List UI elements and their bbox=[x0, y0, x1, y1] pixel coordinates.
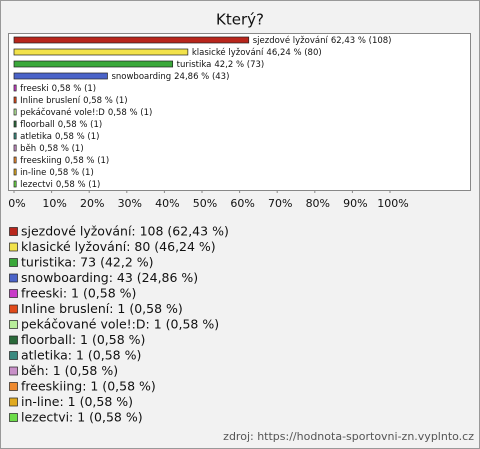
bar-value: 0,58 % (1) bbox=[52, 84, 96, 94]
legend-label: Inline bruslení: 1 (0,58 %) bbox=[21, 301, 183, 316]
chart-title: Který? bbox=[216, 11, 264, 29]
bar-label: freeski 0,58 % (1) bbox=[20, 84, 96, 94]
bar-value: 0,58 % (1) bbox=[49, 168, 93, 178]
bar bbox=[13, 48, 189, 56]
legend-swatch bbox=[9, 258, 18, 267]
bar-value: 42,2 % (73) bbox=[214, 60, 264, 70]
x-tick-label: 100% bbox=[377, 197, 408, 210]
bar-category: atletika bbox=[20, 132, 52, 142]
legend-swatch bbox=[9, 320, 18, 329]
bar-value: 0,58 % (1) bbox=[58, 120, 102, 130]
bar bbox=[13, 84, 17, 92]
plot-area bbox=[8, 33, 471, 191]
bar bbox=[13, 132, 17, 140]
legend-label: klasické lyžování: 80 (46,24 %) bbox=[21, 239, 216, 254]
bar-value: 24,86 % (43) bbox=[174, 72, 229, 82]
bar-value: 0,58 % (1) bbox=[83, 96, 127, 106]
bar-value: 62,43 % (108) bbox=[331, 36, 392, 46]
legend-swatch bbox=[9, 227, 18, 236]
legend-swatch bbox=[9, 366, 18, 376]
bar-category: klasické lyžování bbox=[192, 47, 264, 58]
bar-value: 46,24 % (80) bbox=[266, 48, 321, 58]
bar-label: snowboarding 24,86 % (43) bbox=[111, 72, 229, 82]
bar-category: Inline bruslení bbox=[20, 96, 81, 106]
x-tick-label: 70% bbox=[268, 197, 292, 210]
legend-swatch bbox=[9, 335, 18, 345]
bar bbox=[13, 96, 17, 104]
bar-label: atletika 0,58 % (1) bbox=[20, 132, 99, 142]
bar bbox=[13, 120, 17, 128]
bar-category: in-line bbox=[20, 168, 46, 178]
bar bbox=[13, 156, 17, 164]
legend-label: in-line: 1 (0,58 %) bbox=[21, 394, 133, 409]
legend-label: sjezdové lyžování: 108 (62,43 %) bbox=[21, 224, 229, 239]
bar-label: turistika 42,2 % (73) bbox=[177, 60, 265, 70]
legend-swatch bbox=[9, 351, 18, 360]
bar-value: 0,58 % (1) bbox=[65, 156, 109, 166]
legend-swatch bbox=[9, 289, 18, 298]
bar-label: freeskiing 0,58 % (1) bbox=[20, 156, 109, 166]
legend-swatch bbox=[9, 413, 18, 422]
legend-label: freeskiing: 1 (0,58 %) bbox=[21, 379, 156, 394]
bar-label: lezectvi 0,58 % (1) bbox=[20, 180, 100, 190]
bar-label: sjezdové lyžování 62,43 % (108) bbox=[253, 35, 392, 46]
legend-label: freeski: 1 (0,58 %) bbox=[21, 286, 136, 301]
bar-category: lezectvi bbox=[20, 180, 53, 190]
x-tick-label: 30% bbox=[118, 197, 142, 210]
bar-value: 0,58 % (1) bbox=[108, 108, 152, 118]
bar-label: pekáčované vole!:D 0,58 % (1) bbox=[20, 107, 152, 118]
x-tick-label: 20% bbox=[80, 197, 104, 210]
legend-label: běh: 1 (0,58 %) bbox=[21, 363, 118, 378]
bar-label: klasické lyžování 46,24 % (80) bbox=[192, 47, 322, 58]
bar-label: Inline bruslení 0,58 % (1) bbox=[20, 96, 127, 106]
bar-label: in-line 0,58 % (1) bbox=[20, 168, 94, 178]
bar bbox=[13, 60, 174, 68]
bar bbox=[13, 72, 108, 80]
bar-category: freeski bbox=[20, 84, 48, 94]
bar-category: sjezdové lyžování bbox=[253, 35, 329, 46]
bar bbox=[13, 108, 17, 116]
x-tick-label: 90% bbox=[343, 197, 367, 210]
legend-label: pekáčované vole!:D: 1 (0,58 %) bbox=[21, 317, 219, 332]
bar-value: 0,58 % (1) bbox=[55, 132, 99, 142]
bar-label: floorball 0,58 % (1) bbox=[20, 120, 102, 130]
x-tick-label: 10% bbox=[42, 197, 66, 210]
legend-swatch bbox=[9, 242, 18, 252]
bar-category: snowboarding bbox=[111, 72, 171, 82]
legend-label: snowboarding: 43 (24,86 %) bbox=[21, 270, 198, 285]
bar-value: 0,58 % (1) bbox=[56, 180, 100, 190]
x-tick-label: 40% bbox=[155, 197, 179, 210]
legend-label: atletika: 1 (0,58 %) bbox=[21, 348, 141, 363]
x-tick-label: 50% bbox=[193, 197, 217, 210]
x-tick-label: 60% bbox=[230, 197, 254, 210]
bar-category: pekáčované vole!:D bbox=[20, 107, 105, 118]
bar bbox=[13, 180, 17, 188]
bar-category: běh bbox=[20, 144, 36, 154]
bar bbox=[13, 168, 17, 176]
legend-label: lezectvi: 1 (0,58 %) bbox=[21, 410, 143, 425]
bar-category: freeskiing bbox=[20, 156, 62, 166]
x-tick-label: 0% bbox=[8, 197, 25, 210]
legend-swatch bbox=[9, 382, 18, 391]
legend-swatch bbox=[9, 397, 18, 407]
legend-swatch bbox=[9, 304, 18, 314]
bar-category: turistika bbox=[177, 60, 212, 70]
source: zdroj: https://hodnota-sportovni-zn.vypl… bbox=[223, 430, 474, 443]
x-tick-label: 80% bbox=[306, 197, 330, 210]
bar-category: floorball bbox=[20, 120, 55, 130]
legend-label: floorball: 1 (0,58 %) bbox=[21, 332, 145, 347]
bar bbox=[13, 36, 250, 44]
bar bbox=[13, 144, 17, 152]
legend-swatch bbox=[9, 273, 18, 283]
legend-label: turistika: 73 (42,2 %) bbox=[21, 255, 154, 270]
bar-label: běh 0,58 % (1) bbox=[20, 144, 83, 154]
bar-value: 0,58 % (1) bbox=[39, 144, 83, 154]
